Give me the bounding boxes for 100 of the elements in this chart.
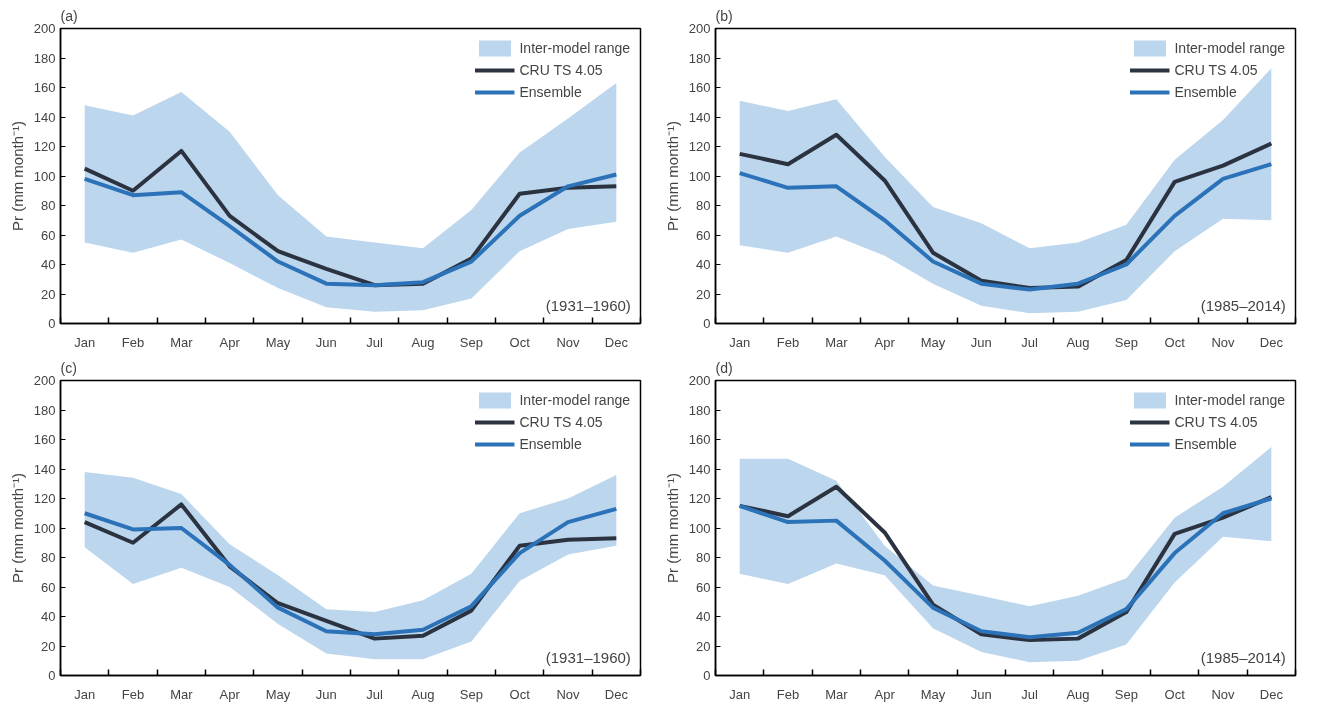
x-tick-label: May xyxy=(920,686,946,702)
x-tick-label: Jan xyxy=(74,686,96,702)
x-tick-label: Jan xyxy=(729,334,751,350)
y-tick-label: 180 xyxy=(33,402,56,418)
legend-label: Inter-model range xyxy=(1174,40,1285,56)
y-tick-label: 20 xyxy=(41,638,56,654)
x-tick-label: Dec xyxy=(604,334,629,350)
y-tick-label: 120 xyxy=(33,139,56,154)
x-tick-label: Feb xyxy=(121,686,145,702)
x-tick-label: Oct xyxy=(1164,334,1186,350)
legend-label: Inter-model range xyxy=(519,40,630,56)
x-tick-label: Sep xyxy=(1114,686,1138,702)
x-tick-label: May xyxy=(265,686,291,702)
x-tick-label: Dec xyxy=(604,686,629,702)
y-tick-label: 0 xyxy=(48,668,56,683)
y-tick-label: 80 xyxy=(696,550,711,565)
x-tick-label: Feb xyxy=(776,334,800,350)
y-tick-label: 120 xyxy=(688,491,711,506)
y-tick-label: 200 xyxy=(688,21,711,36)
x-tick-label: Nov xyxy=(556,686,581,702)
x-tick-label: Dec xyxy=(1259,686,1284,702)
y-tick-label: 20 xyxy=(41,286,56,302)
y-tick-label: 120 xyxy=(688,139,711,154)
y-tick-label: 80 xyxy=(41,550,56,565)
x-tick-label: Apr xyxy=(219,686,241,702)
y-tick-label: 40 xyxy=(696,609,711,624)
y-tick-label: 140 xyxy=(33,109,56,125)
x-tick-label: Aug xyxy=(1066,686,1090,702)
y-tick-label: 120 xyxy=(33,491,56,506)
chart-title: (d) xyxy=(715,359,733,376)
y-tick-label: 40 xyxy=(41,609,56,624)
y-tick-label: 60 xyxy=(41,579,56,595)
x-tick-label: Sep xyxy=(459,334,483,350)
x-tick-label: Aug xyxy=(411,686,435,702)
x-tick-label: Mar xyxy=(825,686,849,702)
y-tick-label: 180 xyxy=(33,50,56,66)
y-tick-label: 100 xyxy=(688,168,711,184)
legend-label: CRU TS 4.05 xyxy=(1174,414,1258,430)
x-tick-label: Mar xyxy=(170,686,194,702)
x-tick-label: Dec xyxy=(1259,334,1284,350)
x-tick-label: Sep xyxy=(459,686,483,702)
y-tick-label: 160 xyxy=(33,432,56,447)
x-tick-label: Jun xyxy=(970,334,992,350)
x-tick-label: Jan xyxy=(729,686,751,702)
x-tick-label: Oct xyxy=(509,334,531,350)
chart-title: (c) xyxy=(60,359,77,376)
x-tick-label: Jun xyxy=(315,686,337,702)
annotation: (1931–1960) xyxy=(545,296,631,314)
y-tick-label: 100 xyxy=(33,520,56,536)
y-tick-label: 200 xyxy=(33,21,56,36)
legend-label: Ensemble xyxy=(519,436,582,452)
y-axis-title: Pr (mm month⁻¹) xyxy=(8,121,26,231)
y-tick-label: 80 xyxy=(41,198,56,213)
x-tick-label: Apr xyxy=(874,334,896,350)
x-tick-label: Aug xyxy=(1066,334,1090,350)
x-tick-label: Nov xyxy=(1211,334,1236,350)
x-tick-label: Oct xyxy=(509,686,531,702)
y-tick-label: 100 xyxy=(688,520,711,536)
y-tick-label: 160 xyxy=(688,80,711,95)
x-tick-label: May xyxy=(265,334,291,350)
y-axis-title: Pr (mm month⁻¹) xyxy=(663,473,681,583)
y-tick-label: 80 xyxy=(696,198,711,213)
x-tick-label: Jul xyxy=(1021,334,1039,350)
y-axis-title: Pr (mm month⁻¹) xyxy=(663,121,681,231)
x-tick-label: Mar xyxy=(170,334,194,350)
y-tick-label: 140 xyxy=(33,461,56,477)
y-tick-label: 180 xyxy=(688,50,711,66)
x-tick-label: Jul xyxy=(366,686,384,702)
y-axis-title: Pr (mm month⁻¹) xyxy=(8,473,26,583)
legend-label: CRU TS 4.05 xyxy=(519,414,603,430)
y-tick-label: 200 xyxy=(688,373,711,388)
annotation: (1985–2014) xyxy=(1200,648,1286,666)
legend-label: CRU TS 4.05 xyxy=(519,62,603,78)
x-tick-label: Mar xyxy=(825,334,849,350)
legend-label: CRU TS 4.05 xyxy=(1174,62,1258,78)
y-tick-label: 160 xyxy=(33,80,56,95)
y-tick-label: 40 xyxy=(696,257,711,272)
x-tick-label: Feb xyxy=(121,334,145,350)
y-tick-label: 20 xyxy=(696,286,711,302)
legend-label: Ensemble xyxy=(519,84,582,100)
x-tick-label: Feb xyxy=(776,686,800,702)
annotation: (1931–1960) xyxy=(545,648,631,666)
annotation: (1985–2014) xyxy=(1200,296,1286,314)
y-tick-label: 60 xyxy=(696,579,711,595)
y-tick-label: 60 xyxy=(696,227,711,243)
legend-label: Inter-model range xyxy=(519,392,630,408)
legend-label: Inter-model range xyxy=(1174,392,1285,408)
chart-title: (a) xyxy=(60,7,78,24)
x-tick-label: Jun xyxy=(970,686,992,702)
x-tick-label: May xyxy=(920,334,946,350)
x-tick-label: Apr xyxy=(219,334,241,350)
x-tick-label: Aug xyxy=(411,334,435,350)
y-tick-label: 40 xyxy=(41,257,56,272)
y-tick-label: 0 xyxy=(703,316,711,331)
y-tick-label: 140 xyxy=(688,109,711,125)
x-tick-label: Jun xyxy=(315,334,337,350)
chart-title: (b) xyxy=(715,7,733,24)
x-tick-label: Sep xyxy=(1114,334,1138,350)
x-tick-label: Oct xyxy=(1164,686,1186,702)
x-tick-label: Jan xyxy=(74,334,96,350)
